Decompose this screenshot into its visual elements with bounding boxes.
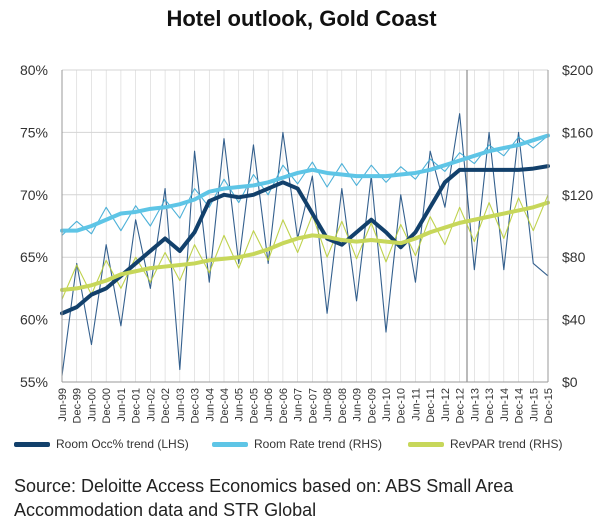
legend-label-occ: Room Occ% trend (LHS)	[56, 437, 189, 451]
x-tick-label: Jun-12	[440, 388, 452, 422]
x-tick-label: Jun-03	[175, 388, 187, 422]
legend-swatch-occ	[14, 442, 50, 448]
y-right-tick-label: $0	[562, 374, 578, 390]
legend-swatch-rate	[212, 442, 248, 448]
x-tick-label: Jun-10	[381, 388, 393, 422]
x-tick-label: Dec-08	[337, 388, 349, 423]
x-tick-label: Dec-03	[190, 388, 202, 423]
x-tick-label: Dec-09	[366, 388, 378, 423]
x-tick-label: Jun-01	[116, 388, 128, 422]
x-tick-label: Jun-13	[469, 388, 481, 422]
x-tick-label: Jun-02	[145, 388, 157, 422]
x-tick-label: Dec-12	[455, 388, 467, 423]
x-tick-label: Dec-10	[396, 388, 408, 423]
y-left-tick-label: 60%	[20, 312, 48, 328]
x-tick-label: Dec-05	[248, 388, 260, 423]
chart-legend: Room Occ% trend (LHS) Room Rate trend (R…	[0, 437, 603, 455]
x-tick-label: Dec-01	[131, 388, 143, 423]
x-tick-label: Jun-00	[86, 388, 98, 422]
y-right-tick-label: $160	[562, 124, 593, 140]
x-tick-label: Jun-04	[204, 388, 216, 422]
x-tick-label: Dec-07	[307, 388, 319, 423]
y-right-tick-label: $200	[562, 62, 593, 78]
x-tick-label: Dec-00	[101, 388, 113, 423]
raw-series	[61, 113, 549, 377]
y-left-tick-label: 55%	[20, 374, 48, 390]
x-tick-label: Dec-14	[514, 388, 526, 423]
x-tick-label: Jun-08	[322, 388, 334, 422]
legend-item-rate: Room Rate trend (RHS)	[212, 437, 382, 451]
series-line-0	[60, 164, 550, 316]
legend-swatch-revpar	[408, 442, 444, 448]
x-tick-label: Jun-11	[410, 388, 422, 421]
axes: 55% $0 60% $40 65% $80 70% $120 75% $160 80% $200 Ju…	[20, 62, 593, 423]
legend-label-rate: Room Rate trend (RHS)	[254, 437, 383, 451]
x-tick-label: Dec-15	[543, 388, 555, 423]
y-right-tick-label: $40	[562, 312, 586, 328]
trend-series	[60, 133, 550, 316]
x-tick-label: Dec-06	[278, 388, 290, 423]
x-tick-label: Jun-06	[263, 388, 275, 422]
y-left-tick-label: 80%	[20, 62, 48, 78]
x-tick-label: Dec-13	[484, 388, 496, 423]
x-tick-label: Jun-14	[499, 388, 511, 422]
x-tick-label: Dec-99	[72, 388, 84, 423]
y-left-tick-label: 70%	[20, 187, 48, 203]
y-right-tick-label: $80	[562, 249, 586, 265]
x-tick-label: Jun-99	[57, 388, 69, 422]
chart-title: Hotel outlook, Gold Coast	[166, 6, 437, 31]
legend-label-revpar: RevPAR trend (RHS)	[450, 437, 563, 451]
legend-item-occ: Room Occ% trend (LHS)	[14, 437, 189, 451]
x-tick-label: Dec-11	[425, 388, 437, 423]
series-line-3	[61, 113, 549, 377]
y-right-tick-label: $120	[562, 187, 593, 203]
x-tick-label: Jun-05	[234, 388, 246, 422]
x-tick-label: Dec-02	[160, 388, 172, 423]
x-tick-label: Jun-09	[352, 388, 364, 422]
y-left-tick-label: 65%	[20, 249, 48, 265]
source-note: Source: Deloitte Access Economics based …	[14, 476, 514, 520]
y-left-tick-label: 75%	[20, 124, 48, 140]
x-tick-label: Jun-07	[293, 388, 305, 422]
legend-item-revpar: RevPAR trend (RHS)	[408, 437, 562, 451]
series-line-2	[60, 200, 550, 292]
x-tick-label: Jun-15	[528, 388, 540, 422]
x-tick-label: Dec-04	[219, 388, 231, 423]
series-line-1	[60, 133, 550, 233]
